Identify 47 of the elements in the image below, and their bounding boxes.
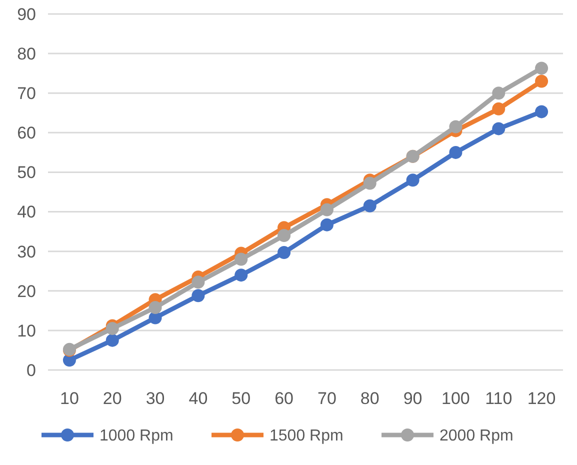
- point: [449, 120, 462, 134]
- x-tick-label: 20: [102, 389, 122, 408]
- point: [320, 218, 334, 232]
- point: [492, 102, 506, 116]
- y-tick-label: 0: [26, 360, 36, 380]
- x-tick-label: 100: [442, 389, 470, 408]
- legend-label: 1000 Rpm: [100, 428, 174, 445]
- point: [535, 105, 548, 118]
- x-tick-label: 10: [60, 389, 79, 408]
- x-tick-label: 50: [232, 389, 251, 408]
- legend-label: 2000 Rpm: [440, 428, 514, 445]
- point: [278, 246, 291, 260]
- point: [406, 174, 420, 187]
- point: [535, 62, 548, 75]
- y-tick-label: 60: [17, 124, 36, 143]
- x-tick-label: 110: [485, 389, 512, 408]
- y-tick-label: 80: [17, 44, 36, 64]
- point: [363, 199, 376, 212]
- y-tick-label: 20: [17, 282, 36, 301]
- y-tick-label: 10: [17, 321, 36, 340]
- point: [320, 203, 334, 216]
- x-tick-label: 80: [360, 389, 380, 408]
- y-tick-label: 50: [17, 163, 36, 182]
- point: [535, 74, 548, 88]
- x-tick-label: 60: [274, 389, 294, 408]
- point: [148, 301, 162, 314]
- point: [492, 86, 506, 100]
- point: [234, 252, 248, 266]
- point: [363, 176, 376, 190]
- x-tick-label: 120: [527, 389, 556, 408]
- x-tick-label: 30: [146, 389, 165, 408]
- point: [449, 146, 462, 159]
- point: [234, 268, 248, 282]
- point: [106, 322, 119, 335]
- y-tick-label: 70: [17, 84, 36, 104]
- legend-label: 1500 Rpm: [270, 428, 344, 445]
- point: [278, 229, 291, 242]
- y-tick-label: 40: [17, 202, 36, 222]
- point: [192, 289, 205, 302]
- point: [192, 276, 205, 289]
- point: [492, 122, 506, 136]
- x-tick-label: 90: [403, 389, 422, 408]
- x-tick-label: 40: [188, 389, 208, 408]
- y-tick-label: 30: [17, 242, 36, 262]
- x-tick-label: 70: [317, 389, 336, 408]
- point: [106, 334, 119, 347]
- y-tick-label: 90: [17, 4, 36, 24]
